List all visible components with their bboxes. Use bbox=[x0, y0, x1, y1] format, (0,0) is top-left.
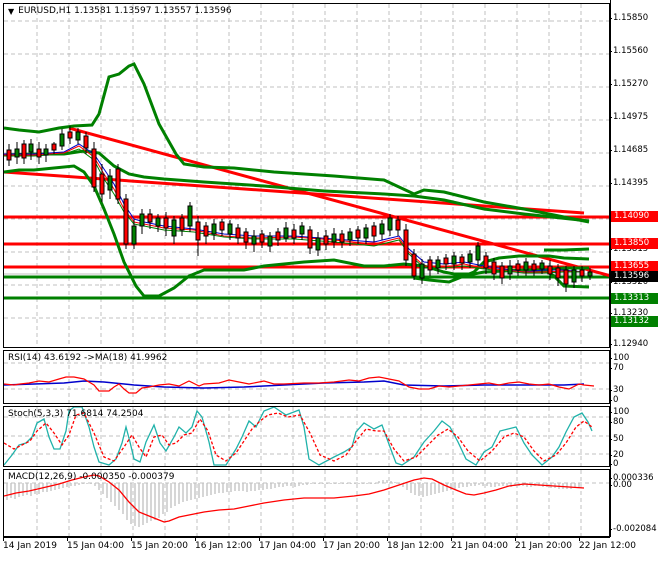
time-tick: 17 Jan 20:00 bbox=[323, 537, 380, 551]
rsi-tick: 0 bbox=[608, 395, 619, 405]
stoch-tick: 50 bbox=[609, 434, 624, 444]
chart-title: ▼ EURUSD,H1 1.13581 1.13597 1.13557 1.13… bbox=[8, 6, 232, 16]
price-plot bbox=[4, 4, 609, 347]
macd-panel[interactable]: MACD(12,26,9) -0.000350 -0.000379 bbox=[3, 469, 610, 537]
rsi-axis: 100 70 30 0 bbox=[608, 350, 660, 405]
resistance-level-label: 1.13655 bbox=[611, 261, 658, 272]
stochastic-plot bbox=[4, 407, 609, 466]
price-tick: 1.14975 bbox=[608, 112, 649, 122]
time-tick: 21 Jan 20:00 bbox=[515, 537, 572, 551]
time-tick: 15 Jan 04:00 bbox=[67, 537, 124, 551]
chart-title-text: EURUSD,H1 1.13581 1.13597 1.13557 1.1359… bbox=[18, 6, 232, 16]
time-tick: 18 Jan 12:00 bbox=[387, 537, 444, 551]
time-tick: 22 Jan 12:00 bbox=[579, 537, 636, 551]
rsi-tick: 70 bbox=[609, 363, 624, 373]
stochastic-title: Stoch(5,3,3) 71.6814 74.2504 bbox=[8, 409, 144, 419]
price-axis: 1.15850 1.15560 1.15270 1.14975 1.14685 … bbox=[608, 3, 660, 349]
resistance-level-label: 1.13850 bbox=[611, 238, 658, 249]
stoch-tick: 100 bbox=[608, 407, 630, 417]
macd-axis: 0.000336 0.00 -0.002084 bbox=[609, 469, 660, 537]
price-tick: 1.15850 bbox=[608, 13, 649, 23]
price-tick: 1.13230 bbox=[608, 308, 649, 318]
current-price-label: 1.13596 bbox=[611, 271, 658, 282]
rsi-panel[interactable]: RSI(14) 43.6192 ->MA(18) 41.9962 bbox=[3, 350, 610, 404]
stoch-tick: 0 bbox=[608, 459, 619, 469]
price-tick: 1.15560 bbox=[608, 46, 649, 56]
support-level-label: 1.13132 bbox=[611, 316, 658, 327]
triangle-down-icon[interactable]: ▼ bbox=[8, 6, 15, 16]
price-axis-border bbox=[610, 0, 611, 537]
stochastic-axis: 100 80 50 20 0 bbox=[608, 406, 660, 469]
rsi-tick: 30 bbox=[609, 385, 624, 395]
macd-tick: 0.000336 bbox=[609, 473, 654, 483]
price-tick: 1.13815 bbox=[608, 244, 649, 254]
time-tick: 17 Jan 04:00 bbox=[259, 537, 316, 551]
stoch-tick: 80 bbox=[609, 417, 624, 427]
macd-tick: -0.002084 bbox=[609, 524, 657, 534]
stochastic-panel[interactable]: Stoch(5,3,3) 71.6814 74.2504 bbox=[3, 406, 610, 467]
rsi-tick: 100 bbox=[608, 353, 630, 363]
time-tick: 15 Jan 20:00 bbox=[131, 537, 188, 551]
price-tick: 1.15270 bbox=[608, 79, 649, 89]
rsi-plot bbox=[4, 351, 609, 403]
time-tick: 14 Jan 2019 bbox=[3, 537, 57, 551]
macd-plot bbox=[4, 470, 609, 536]
price-tick: 1.12940 bbox=[608, 339, 649, 349]
price-tick: 1.14395 bbox=[608, 178, 649, 188]
price-tick: 1.13520 bbox=[608, 277, 649, 287]
resistance-level-label: 1.14090 bbox=[611, 211, 658, 222]
macd-tick: 0.00 bbox=[609, 480, 632, 490]
rsi-title: RSI(14) 43.6192 ->MA(18) 41.9962 bbox=[8, 353, 168, 363]
stoch-tick: 20 bbox=[609, 450, 624, 460]
time-axis: 14 Jan 2019 15 Jan 04:00 15 Jan 20:00 16… bbox=[3, 537, 636, 561]
price-tick: 1.14685 bbox=[608, 145, 649, 155]
support-level-label: 1.13313 bbox=[611, 293, 658, 304]
time-tick: 21 Jan 04:00 bbox=[451, 537, 508, 551]
price-chart-panel[interactable]: ▼ EURUSD,H1 1.13581 1.13597 1.13557 1.13… bbox=[3, 3, 610, 348]
time-tick: 16 Jan 12:00 bbox=[195, 537, 252, 551]
macd-title: MACD(12,26,9) -0.000350 -0.000379 bbox=[8, 472, 175, 482]
